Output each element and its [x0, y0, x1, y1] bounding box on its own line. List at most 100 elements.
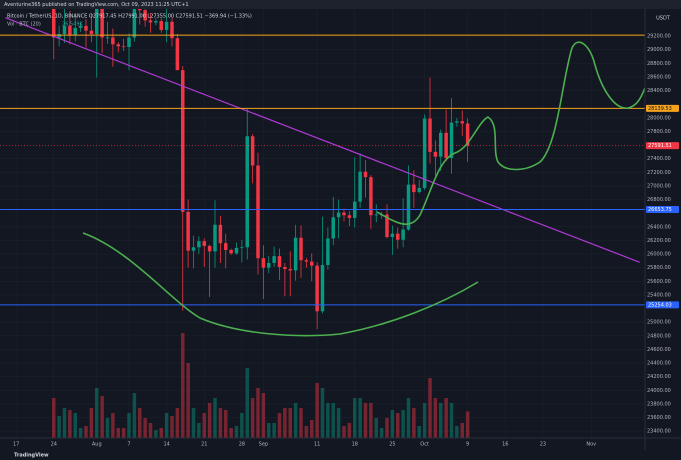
- candle-body: [138, 9, 142, 11]
- volume-bar: [299, 408, 303, 438]
- x-tick-label: 21: [201, 442, 207, 448]
- candle-body: [181, 70, 185, 212]
- x-tick-label: Aug: [92, 442, 102, 448]
- volume-bar: [428, 378, 432, 438]
- volume-bar: [202, 413, 206, 438]
- candle-body: [132, 9, 137, 38]
- candle-body: [240, 247, 244, 249]
- candle-body: [121, 46, 126, 48]
- drawing: [82, 232, 479, 337]
- volume-bar: [277, 413, 282, 438]
- candle-body: [261, 258, 266, 268]
- volume-bar: [197, 423, 201, 438]
- candle-body: [277, 256, 282, 268]
- volume-bar: [347, 423, 352, 438]
- x-tick-label: Oct: [420, 442, 429, 448]
- volume-bar: [288, 408, 292, 438]
- volume-last: 26.549K: [62, 22, 83, 28]
- volume-bar: [154, 430, 158, 438]
- candle-body: [455, 121, 459, 123]
- volume-bar: [132, 393, 137, 438]
- volume-bar: [121, 428, 126, 438]
- x-tick-label: 16: [502, 442, 508, 448]
- volume-bar: [234, 426, 239, 438]
- candle-body: [197, 241, 201, 248]
- volume-bar: [127, 413, 131, 438]
- candle-body: [315, 265, 319, 312]
- candle-body: [186, 211, 190, 251]
- y-tick-label: 25000.00: [647, 320, 671, 326]
- x-tick-label: 24: [51, 442, 57, 448]
- candle-body: [310, 261, 314, 266]
- volume-bar: [460, 423, 464, 438]
- candle-body: [73, 27, 77, 36]
- volume-bar: [52, 398, 56, 438]
- volume-bar: [390, 410, 395, 438]
- volume-bar: [181, 333, 185, 438]
- y-tick-label: 27200.00: [647, 170, 671, 176]
- last-price-bg: [646, 142, 679, 150]
- y-tick-label: 29000.00: [647, 47, 671, 53]
- candle-body: [417, 188, 421, 193]
- y-tick-label: 28400.00: [647, 88, 671, 94]
- volume-bar: [272, 423, 276, 438]
- candle-body: [84, 25, 88, 31]
- volume-bar: [304, 426, 309, 438]
- candle-body: [143, 10, 147, 21]
- y-tick-label: 26200.00: [647, 238, 671, 244]
- candle-body: [105, 37, 110, 39]
- y-tick-label: 24600.00: [647, 347, 671, 353]
- volume-bar: [358, 398, 362, 438]
- candle-body: [412, 184, 416, 193]
- candle-body: [62, 25, 67, 35]
- x-tick-label: 23: [540, 442, 546, 448]
- candle-body: [116, 44, 120, 47]
- volume-bar: [283, 408, 287, 438]
- footer: [0, 450, 681, 460]
- volume-bar: [363, 403, 368, 438]
- candle-body: [224, 243, 228, 250]
- volume-bar: [310, 420, 314, 438]
- volume-bar: [170, 416, 174, 438]
- volume-bar: [191, 408, 196, 438]
- volume-bar: [164, 413, 169, 438]
- volume-bar: [465, 411, 470, 438]
- candle-body: [363, 171, 368, 178]
- volume-bar: [105, 418, 110, 438]
- candle-body: [347, 215, 352, 218]
- volume-bar: [374, 418, 378, 438]
- volume-bar: [213, 398, 217, 438]
- candle-body: [127, 37, 131, 48]
- candle-body: [154, 21, 158, 23]
- candle-body: [234, 247, 239, 254]
- candle-body: [331, 217, 335, 239]
- candle-body: [385, 214, 389, 238]
- candle-body: [304, 260, 309, 262]
- candle-body: [159, 21, 163, 30]
- y-tick-label: 25800.00: [647, 265, 671, 271]
- last-price-label: 27591.51: [648, 143, 672, 149]
- x-tick-label: 28: [239, 442, 245, 448]
- volume-bar: [433, 398, 438, 438]
- volume-bar: [379, 428, 384, 438]
- y-tick-label: 29200.00: [647, 34, 671, 40]
- candle-body: [374, 214, 378, 216]
- candle-body: [283, 267, 287, 270]
- volume-bar: [240, 413, 244, 438]
- candle-body: [428, 118, 432, 152]
- volume-bar: [207, 403, 212, 438]
- candle-body: [202, 241, 206, 246]
- candle-body: [100, 9, 104, 38]
- x-tick-label: 25: [389, 442, 395, 448]
- candle-body: [229, 249, 233, 254]
- candle-body: [111, 37, 115, 45]
- volume-bar: [336, 408, 341, 438]
- y-tick-label: 24200.00: [647, 374, 671, 380]
- y-tick-label: 23800.00: [647, 401, 671, 407]
- volume-bar: [111, 413, 115, 438]
- y-tick-label: 28600.00: [647, 74, 671, 80]
- y-tick-label: 23600.00: [647, 415, 671, 421]
- x-tick-label: Nov: [586, 442, 596, 448]
